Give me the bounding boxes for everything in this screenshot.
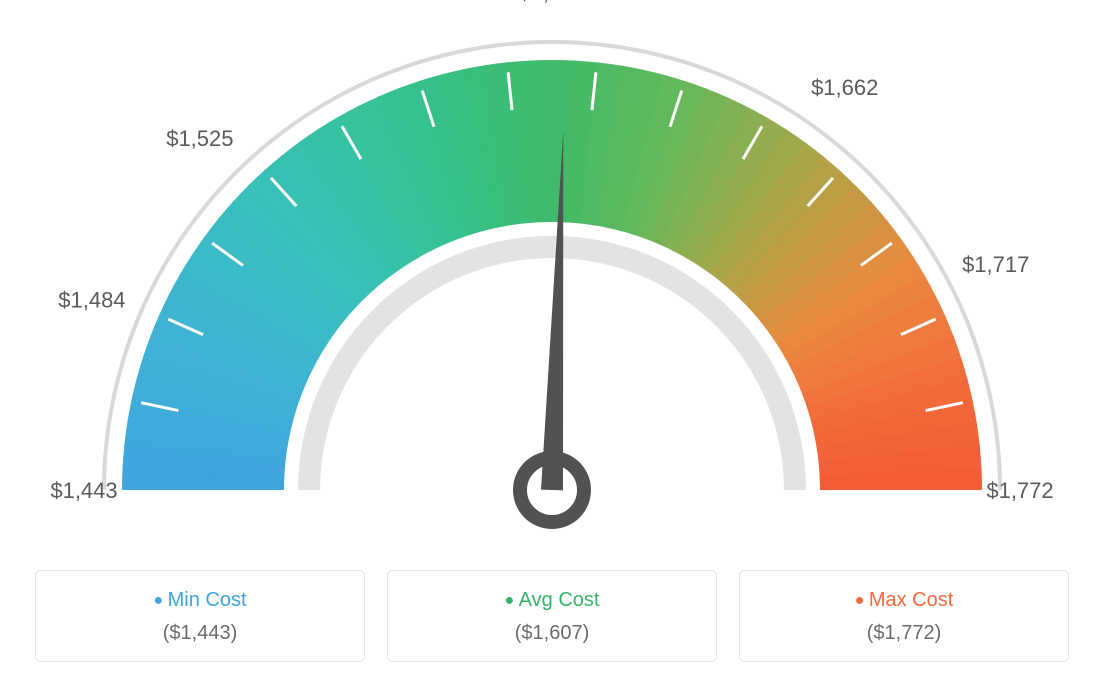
- legend-card-min: Min Cost ($1,443): [35, 570, 365, 662]
- legend-avg-label: Avg Cost: [398, 589, 706, 612]
- svg-text:$1,484: $1,484: [58, 287, 125, 312]
- svg-text:$1,772: $1,772: [986, 478, 1053, 503]
- legend-min-label-text: Min Cost: [168, 589, 247, 611]
- legend-max-label-text: Max Cost: [869, 589, 953, 611]
- legend-max-label: Max Cost: [750, 589, 1058, 612]
- legend-avg-label-text: Avg Cost: [519, 589, 600, 611]
- legend-min-value: ($1,443): [46, 622, 354, 645]
- legend-row: Min Cost ($1,443) Avg Cost ($1,607) Max …: [0, 570, 1104, 662]
- svg-text:$1,717: $1,717: [962, 252, 1029, 277]
- gauge-svg: $1,443 $1,484 $1,525 $1,607 $1,662 $1,717 $1,7…: [0, 0, 1104, 540]
- cost-gauge: $1,443 $1,484 $1,525 $1,607 $1,662 $1,717 $1,7…: [0, 0, 1104, 540]
- svg-text:$1,525: $1,525: [166, 126, 233, 151]
- svg-text:$1,607: $1,607: [518, 0, 585, 5]
- legend-min-label: Min Cost: [46, 589, 354, 612]
- legend-avg-value: ($1,607): [398, 622, 706, 645]
- legend-max-value: ($1,772): [750, 622, 1058, 645]
- svg-text:$1,662: $1,662: [811, 75, 878, 100]
- svg-text:$1,443: $1,443: [50, 478, 117, 503]
- legend-card-avg: Avg Cost ($1,607): [387, 570, 717, 662]
- legend-card-max: Max Cost ($1,772): [739, 570, 1069, 662]
